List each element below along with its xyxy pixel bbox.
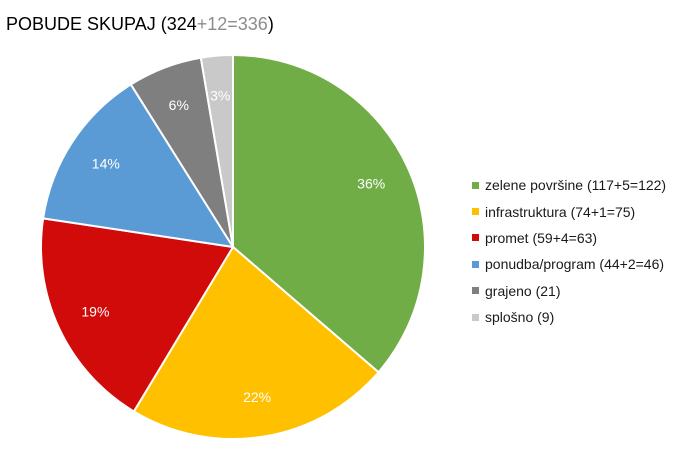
chart-legend: zelene površine (117+5=122) infrastruktur… — [472, 172, 666, 330]
slice-label-3: 14% — [92, 156, 120, 172]
legend-item-5: splošno (9) — [472, 304, 666, 330]
slice-label-5: 3% — [210, 88, 230, 104]
pie-slice-2 — [40, 217, 234, 413]
pie-slice-0 — [232, 54, 426, 374]
slice-label-2: 19% — [81, 304, 109, 320]
legend-swatch-3 — [472, 260, 479, 268]
legend-item-3: ponudba/program (44+2=46) — [472, 251, 666, 277]
slice-label-1: 22% — [243, 389, 271, 405]
legend-label-3: ponudba/program (44+2=46) — [485, 256, 665, 273]
title-main: POBUDE SKUPAJ (324 — [6, 14, 197, 34]
pie-slice-3 — [42, 83, 234, 248]
legend-item-0: zelene površine (117+5=122) — [472, 172, 666, 198]
legend-swatch-1 — [472, 208, 479, 216]
legend-item-2: promet (59+4=63) — [472, 225, 666, 251]
legend-swatch-4 — [472, 287, 479, 295]
legend-label-4: grajeno (21) — [485, 282, 561, 299]
slice-label-0: 36% — [357, 176, 385, 192]
title-close: ) — [267, 14, 274, 34]
legend-swatch-0 — [472, 181, 479, 189]
title-extra: +12=336 — [196, 14, 268, 34]
legend-label-1: infrastruktura (74+1=75) — [485, 203, 636, 220]
legend-swatch-2 — [472, 234, 479, 242]
slice-label-4: 6% — [169, 97, 189, 113]
legend-swatch-5 — [472, 313, 479, 321]
legend-item-4: grajeno (21) — [472, 278, 666, 304]
legend-label-2: promet (59+4=63) — [485, 229, 598, 246]
pie-slice-5 — [199, 54, 234, 248]
legend-label-5: splošno (9) — [485, 309, 555, 326]
pie-slice-1 — [132, 246, 380, 440]
legend-item-1: infrastruktura (74+1=75) — [472, 198, 666, 224]
chart-title: POBUDE SKUPAJ (324+12=336) — [6, 14, 274, 35]
legend-label-0: zelene površine (117+5=122) — [485, 177, 667, 194]
